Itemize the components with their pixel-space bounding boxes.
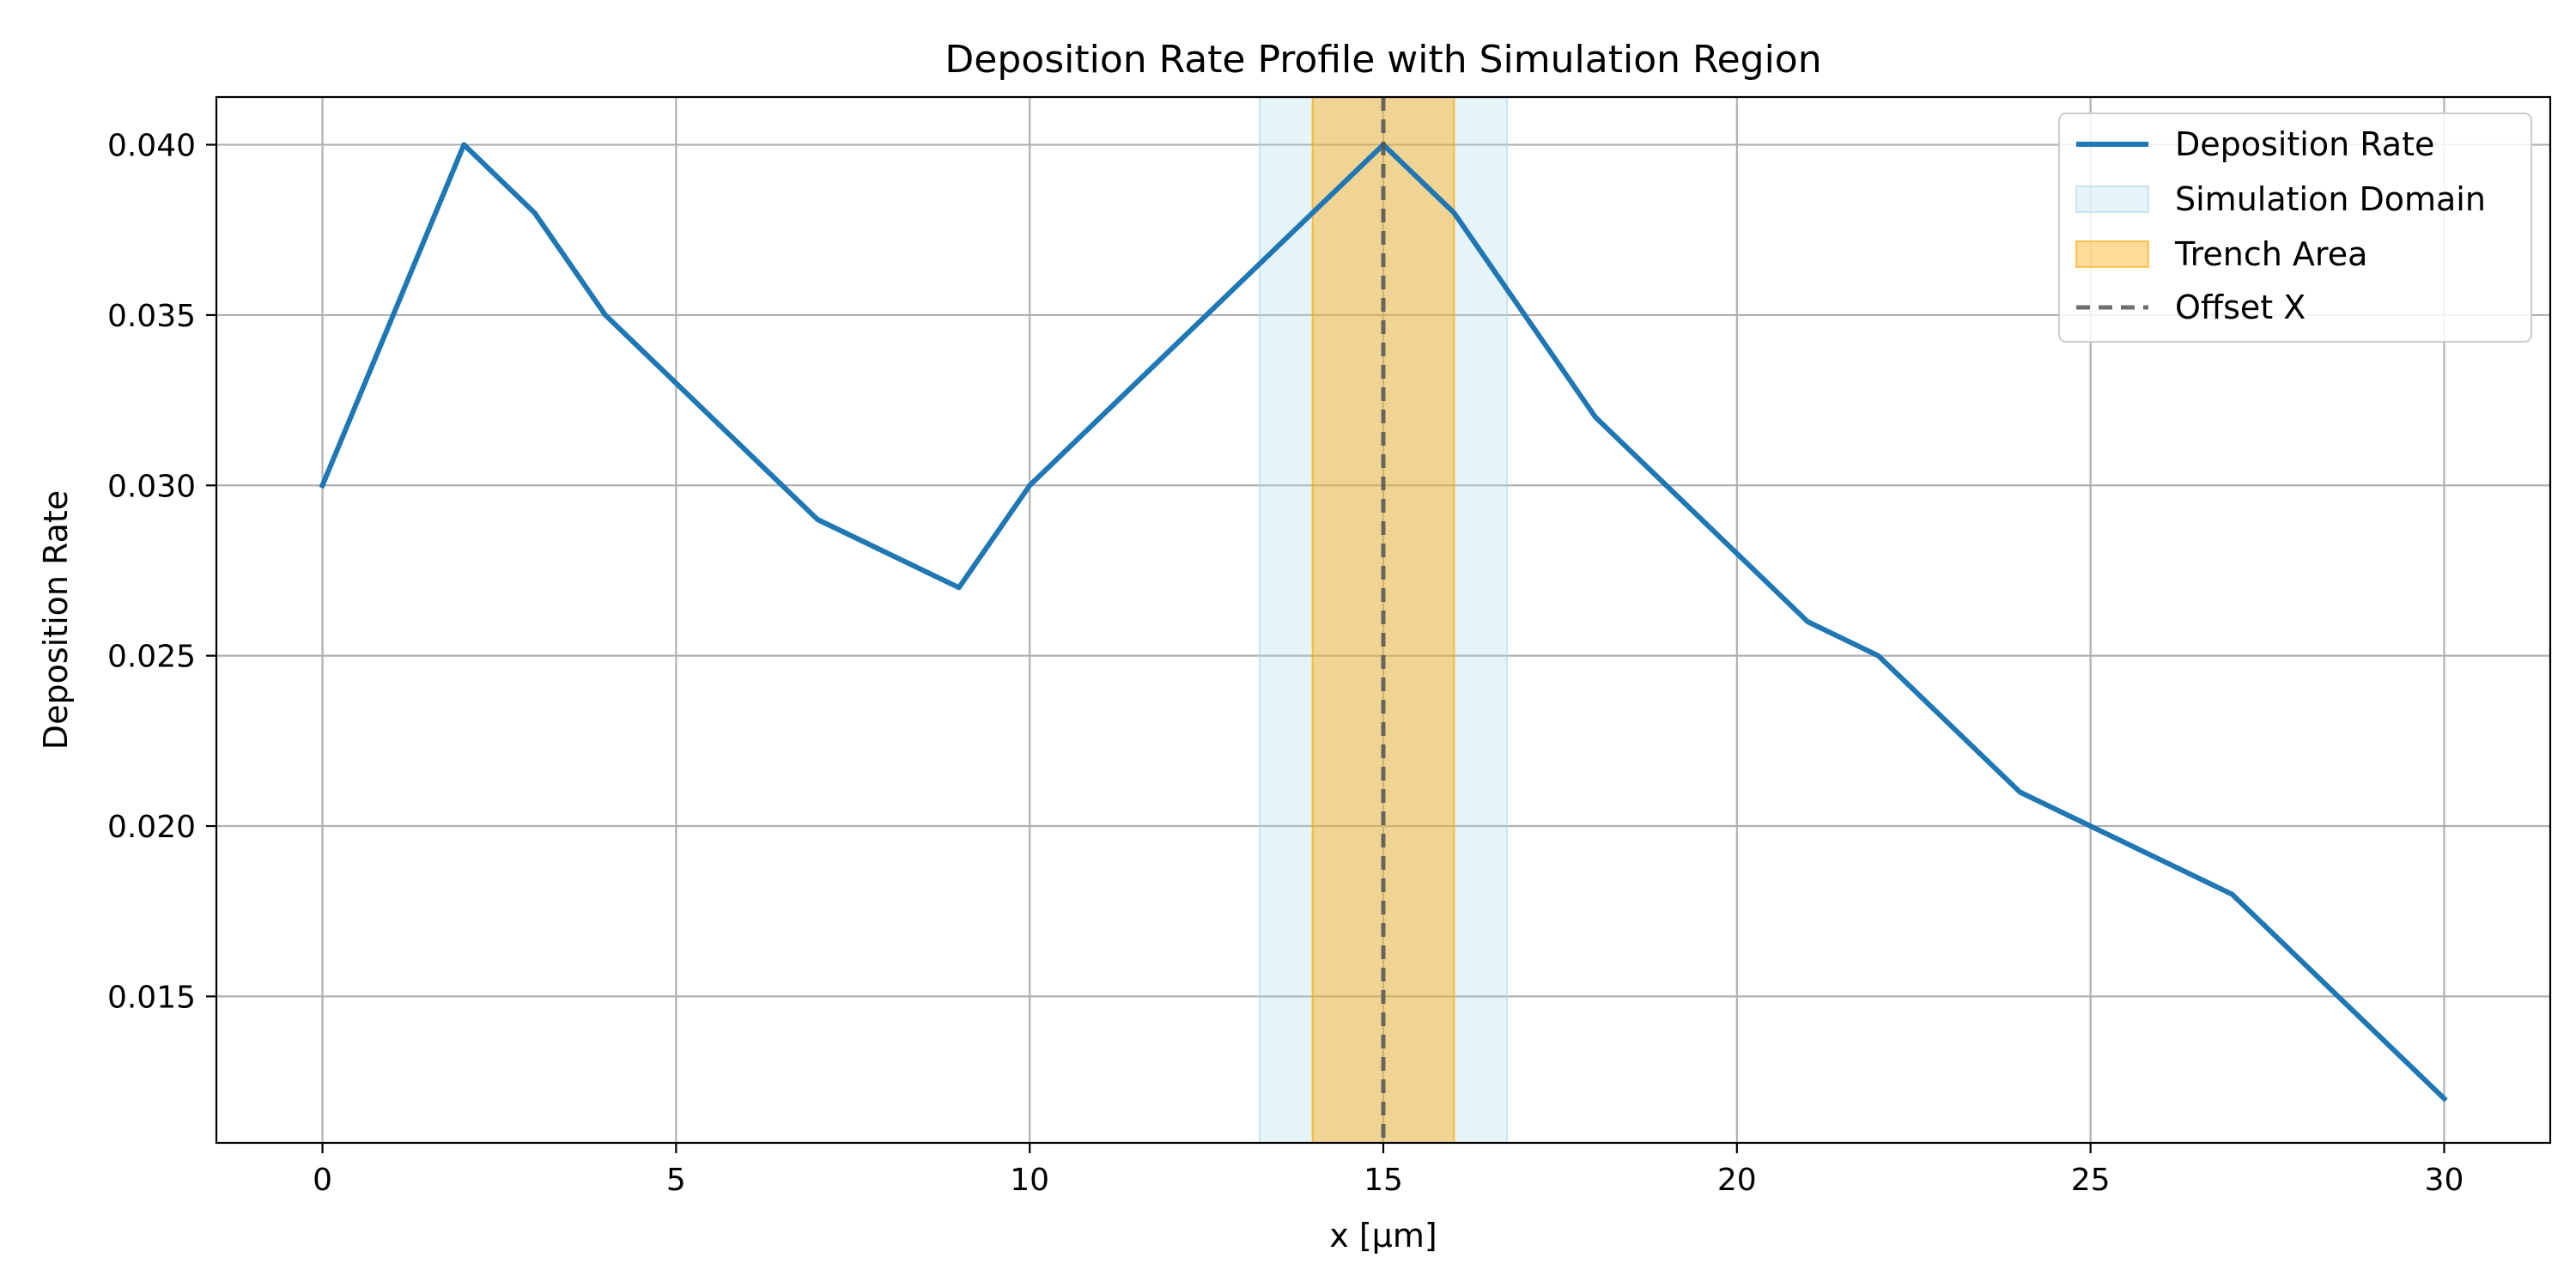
x-tick-label: 20 bbox=[1717, 1163, 1757, 1198]
x-tick-label: 0 bbox=[313, 1163, 332, 1198]
legend-label-simulation-domain: Simulation Domain bbox=[2175, 180, 2486, 218]
x-tick-label: 10 bbox=[1010, 1163, 1049, 1198]
legend-swatch-simulation-domain bbox=[2075, 185, 2149, 213]
y-tick-label: 0.025 bbox=[107, 640, 196, 675]
y-tick-label: 0.015 bbox=[107, 980, 196, 1015]
legend-swatch-trench-area bbox=[2075, 240, 2149, 268]
axis-ticks: 0 5 10 15 20 25 30 0.015 0.020 0.025 0.030 0.035 0.0… bbox=[107, 129, 2464, 1198]
legend-label-trench-area: Trench Area bbox=[2174, 235, 2367, 273]
data-lines bbox=[319, 97, 2448, 1143]
x-axis-label: x [µm] bbox=[1329, 1217, 1437, 1255]
x-tick-label: 25 bbox=[2071, 1163, 2111, 1198]
legend-label-deposition-rate: Deposition Rate bbox=[2175, 125, 2434, 163]
y-axis-label: Deposition Rate bbox=[37, 490, 75, 750]
chart-title: Deposition Rate Profile with Simulation … bbox=[945, 38, 1821, 82]
y-tick-label: 0.035 bbox=[107, 299, 196, 334]
y-tick-label: 0.030 bbox=[107, 469, 196, 504]
x-tick-label: 30 bbox=[2425, 1163, 2464, 1198]
x-tick-label: 15 bbox=[1364, 1163, 1403, 1198]
x-tick-label: 5 bbox=[666, 1163, 686, 1198]
y-tick-label: 0.020 bbox=[107, 810, 196, 845]
legend-label-offset-x: Offset X bbox=[2175, 289, 2306, 326]
legend: Deposition Rate Simulation Domain Trench… bbox=[2058, 112, 2532, 343]
legend-box bbox=[2058, 112, 2532, 343]
y-tick-label: 0.040 bbox=[107, 129, 196, 164]
